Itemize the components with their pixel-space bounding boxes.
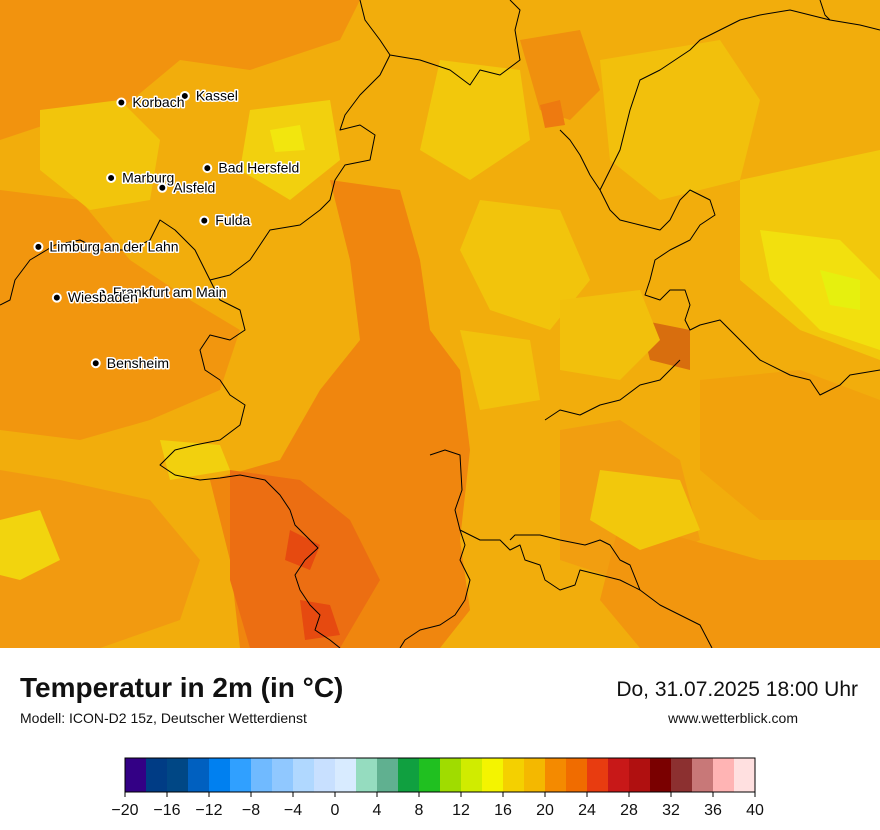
legend-swatch xyxy=(272,758,293,792)
legend-swatch xyxy=(482,758,503,792)
legend-tick-label: 36 xyxy=(704,802,722,819)
legend-swatch xyxy=(713,758,734,792)
city-dot xyxy=(179,90,190,101)
legend-tick-label: 28 xyxy=(620,802,638,819)
legend-tick-label: 8 xyxy=(415,802,424,819)
city-marker: Bad Hersfeld xyxy=(202,158,301,177)
legend-swatch xyxy=(587,758,608,792)
legend-swatch xyxy=(356,758,377,792)
city-dot xyxy=(33,241,44,252)
legend-tick-label: 24 xyxy=(578,802,596,819)
legend-swatch xyxy=(251,758,272,792)
legend-tick-label: 40 xyxy=(746,802,764,819)
city-dot xyxy=(106,172,117,183)
legend-swatch xyxy=(650,758,671,792)
city-dot xyxy=(199,215,210,226)
legend-swatch xyxy=(167,758,188,792)
legend-swatch xyxy=(146,758,167,792)
legend-swatch xyxy=(419,758,440,792)
legend-swatch xyxy=(461,758,482,792)
legend-swatch xyxy=(209,758,230,792)
temperature-legend: −20 −16 −12 −8 −4 0 4 8 12 16 20 24 28 32 36 40 xyxy=(100,752,780,822)
legend-tick-label: 20 xyxy=(536,802,554,819)
city-marker: Fulda xyxy=(199,211,252,230)
city-dot xyxy=(51,292,62,303)
legend-swatch xyxy=(629,758,650,792)
city-label: Wiesbaden xyxy=(68,289,138,305)
legend-tick-label: −16 xyxy=(153,802,180,819)
city-label: Korbach xyxy=(132,94,184,110)
legend-swatch xyxy=(230,758,251,792)
city-label: Marburg xyxy=(122,169,174,185)
legend-swatch xyxy=(503,758,524,792)
city-marker: Alsfeld xyxy=(157,178,217,197)
legend-swatch xyxy=(440,758,461,792)
city-label: Fulda xyxy=(215,212,250,228)
legend-tick-label: −12 xyxy=(195,802,222,819)
forecast-datetime: Do, 31.07.2025 18:00 Uhr xyxy=(616,678,858,701)
city-label: Kassel xyxy=(196,87,238,103)
legend-swatch xyxy=(125,758,146,792)
city-marker: Marburg xyxy=(106,168,176,187)
legend-swatch xyxy=(734,758,755,792)
city-marker: Limburg an der Lahn xyxy=(33,237,180,256)
city-label: Bensheim xyxy=(107,355,169,371)
legend-swatch xyxy=(335,758,356,792)
temperature-field xyxy=(0,0,880,648)
legend-swatch xyxy=(188,758,209,792)
city-label: Limburg an der Lahn xyxy=(49,238,178,254)
border-lines xyxy=(0,0,880,649)
map-title: Temperatur in 2m (in °C) xyxy=(20,672,344,703)
city-marker: Kassel xyxy=(179,86,239,105)
city-dot xyxy=(202,163,213,174)
legend-tick-label: −20 xyxy=(111,802,138,819)
city-marker: Frankfurt am Main xyxy=(96,283,228,302)
map-footer: Temperatur in 2m (in °C) Modell: ICON-D2… xyxy=(0,648,880,830)
legend-swatch xyxy=(314,758,335,792)
legend-tick-label: −8 xyxy=(242,802,260,819)
legend-swatch xyxy=(692,758,713,792)
legend-swatch xyxy=(671,758,692,792)
city-label: Alsfeld xyxy=(173,179,215,195)
temperature-map: Kassel Korbach Bad Hersfeld Marburg Alsfeld F… xyxy=(0,0,880,649)
legend-tick-label: 0 xyxy=(331,802,340,819)
city-dot xyxy=(157,182,168,193)
legend-swatch xyxy=(608,758,629,792)
legend-tick-label: 4 xyxy=(373,802,382,819)
city-marker: Korbach xyxy=(116,93,186,112)
legend-swatch xyxy=(545,758,566,792)
city-dot xyxy=(96,287,107,298)
website-link[interactable]: www.wetterblick.com xyxy=(668,710,798,726)
legend-swatch xyxy=(398,758,419,792)
legend-swatch xyxy=(377,758,398,792)
legend-tick-label: 32 xyxy=(662,802,680,819)
city-dot xyxy=(116,97,127,108)
legend-colorbar: −20 −16 −12 −8 −4 0 4 8 12 16 20 24 28 32 36 40 xyxy=(111,757,764,819)
legend-border xyxy=(124,757,756,793)
city-label: Bad Hersfeld xyxy=(218,160,299,176)
city-marker: Wiesbaden xyxy=(51,288,139,307)
legend-tick-label: −4 xyxy=(284,802,302,819)
city-dot xyxy=(90,358,101,369)
legend-tick-label: 16 xyxy=(494,802,512,819)
city-label: Frankfurt am Main xyxy=(113,284,227,300)
model-info: Modell: ICON-D2 15z, Deutscher Wetterdie… xyxy=(20,710,307,726)
legend-tick-label: 12 xyxy=(452,802,470,819)
legend-swatch xyxy=(566,758,587,792)
city-marker: Bensheim xyxy=(90,353,171,372)
legend-swatch xyxy=(524,758,545,792)
legend-swatch xyxy=(293,758,314,792)
